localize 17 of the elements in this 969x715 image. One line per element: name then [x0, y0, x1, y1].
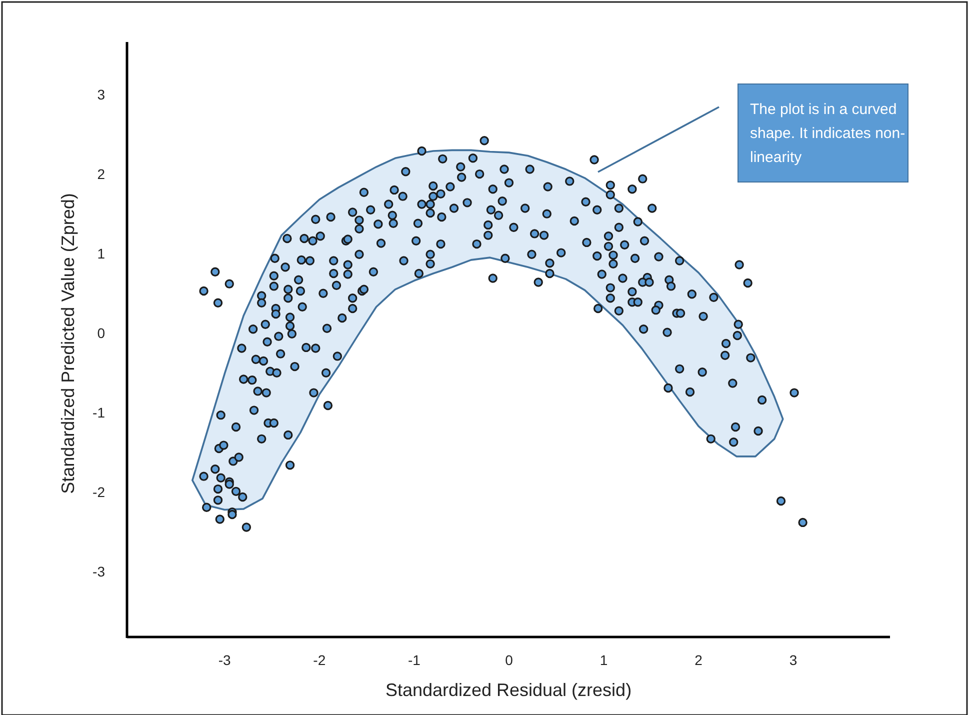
x-tick-label: -2 — [313, 652, 326, 668]
y-tick-label: 3 — [97, 86, 106, 102]
x-tick-label: 0 — [505, 652, 514, 668]
y-tick-label: 2 — [97, 166, 106, 182]
x-tick-label: 2 — [694, 652, 703, 668]
y-axis-title: Standardized Predicted Value (Zpred) — [58, 193, 78, 494]
y-tick-label: -3 — [92, 564, 106, 580]
x-tick-label: 3 — [789, 652, 798, 668]
y-tick-label: -2 — [92, 484, 106, 500]
y-tick-label: 1 — [97, 245, 106, 262]
x-tick-label: -3 — [218, 652, 232, 668]
y-tick-label: -1 — [92, 404, 106, 421]
x-axis-title: Standardized Residual (zresid) — [385, 680, 632, 700]
annotation: The plot is in a curved shape. It indicates non-linearity — [750, 101, 906, 166]
x-tick-label: -1 — [408, 652, 421, 668]
y-tick-label: 0 — [97, 325, 106, 342]
x-tick-label: 1 — [600, 652, 608, 668]
